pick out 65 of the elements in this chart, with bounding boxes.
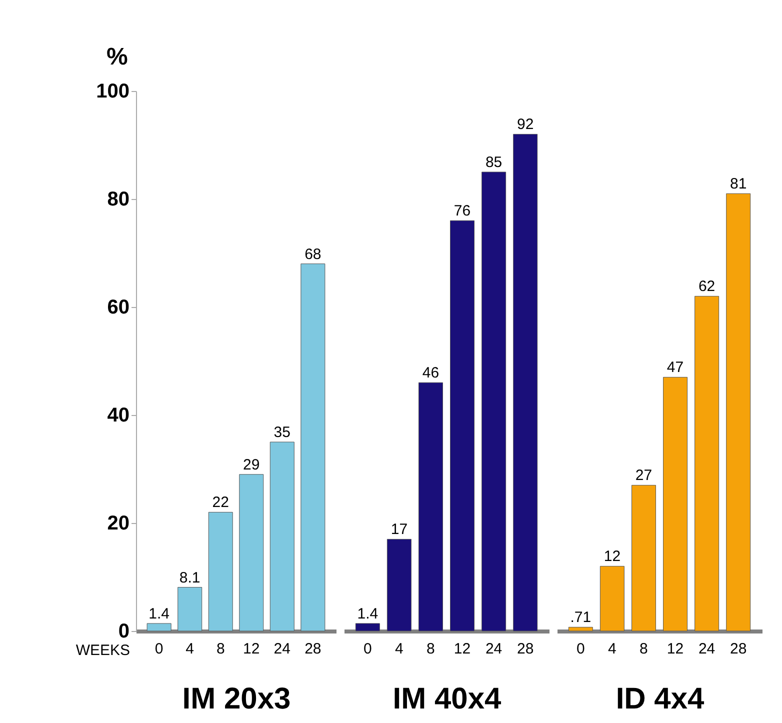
- bar: [418, 382, 443, 632]
- bar: [694, 296, 720, 632]
- bar: [239, 474, 264, 632]
- x-tick-label: 12: [666, 640, 684, 658]
- bar: [355, 623, 380, 632]
- x-axis-title: IM 20x3: [182, 682, 291, 716]
- x-tick-label: 12: [243, 640, 260, 658]
- x-axis-title: ID 4x4: [616, 682, 705, 716]
- bar: [482, 172, 506, 632]
- y-axis-title: %: [106, 44, 128, 70]
- bar: [386, 538, 412, 632]
- y-tick-label: 100: [96, 80, 130, 102]
- data-label: 27: [635, 467, 652, 484]
- data-label: 22: [212, 494, 229, 512]
- data-label: 12: [604, 548, 621, 566]
- data-label: 76: [454, 202, 471, 220]
- x-tick-label: 28: [304, 640, 322, 658]
- bar: [270, 442, 294, 632]
- data-label: 35: [274, 424, 290, 441]
- x-tick-label: 4: [608, 640, 616, 658]
- data-label: 62: [698, 278, 716, 296]
- data-label: 8.1: [179, 569, 200, 586]
- data-label: 1.4: [357, 605, 378, 622]
- x-tick-label: 0: [154, 640, 164, 658]
- bar: [600, 566, 624, 632]
- y-tick-label: 0: [118, 620, 130, 642]
- y-tick-label: 80: [107, 188, 130, 210]
- bar: [663, 376, 688, 632]
- x-axis-title: IM 40x4: [392, 682, 502, 716]
- y-tick-label: 20: [107, 512, 130, 534]
- bar: [568, 626, 593, 632]
- y-tick-label: 40: [107, 404, 130, 426]
- data-label: 81: [730, 176, 747, 193]
- data-label: .71: [570, 609, 592, 626]
- x-tick-label: 28: [517, 640, 534, 658]
- x-tick-label: 0: [363, 640, 372, 658]
- data-label: 47: [666, 359, 684, 376]
- data-label: 1.4: [148, 605, 170, 622]
- data-label: 85: [485, 154, 502, 171]
- x-tick-label: 8: [426, 640, 435, 658]
- y-tick-label: 60: [107, 296, 130, 318]
- bar: [631, 484, 656, 632]
- bar: [178, 587, 202, 632]
- text: WEEKS: [76, 642, 130, 659]
- data-label: 46: [422, 364, 440, 382]
- x-tick-label: 4: [395, 640, 404, 658]
- x-tick-label: 24: [274, 640, 290, 658]
- x-tick-label: 24: [698, 640, 716, 658]
- x-tick-label: 8: [640, 640, 648, 658]
- x-tick-label: 0: [576, 640, 585, 658]
- bar: [513, 134, 538, 632]
- data-label: 92: [517, 116, 534, 134]
- x-tick-label: 4: [186, 640, 194, 658]
- bar: [726, 193, 751, 632]
- bar: [300, 264, 326, 632]
- data-label: 29: [243, 456, 260, 474]
- bar: [146, 623, 172, 632]
- bar: [208, 512, 233, 632]
- x-tick-label: 8: [216, 640, 225, 658]
- x-tick-label: 24: [485, 640, 502, 658]
- data-label: 68: [304, 246, 322, 263]
- bar: [450, 220, 475, 632]
- x-tick-label: 28: [730, 640, 747, 658]
- x-tick-label: 12: [454, 640, 471, 658]
- data-label: 17: [390, 521, 408, 538]
